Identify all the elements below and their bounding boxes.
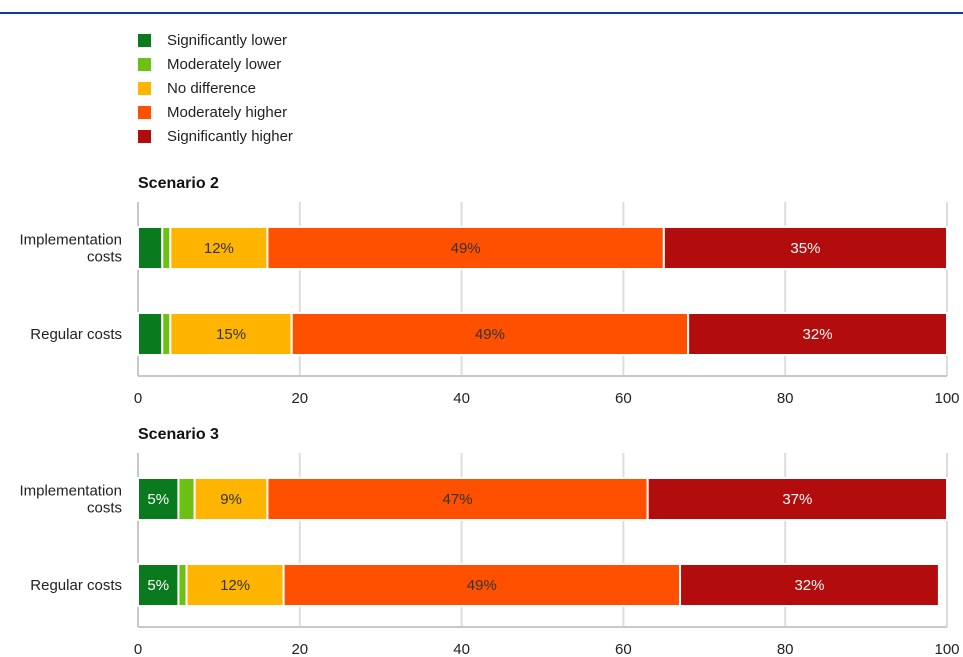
data-label: 12% — [204, 240, 234, 257]
legend-swatch — [138, 81, 151, 95]
data-label: 37% — [782, 491, 812, 508]
bar-segment-no-difference — [193, 477, 269, 521]
data-label: 15% — [216, 326, 246, 343]
x-tick-label: 100 — [934, 390, 959, 407]
category-label: Regular costs — [30, 326, 122, 343]
bar-segment-no-difference — [169, 312, 293, 356]
legend-item-moderately-lower: Moderately lower — [138, 52, 281, 76]
data-label: 32% — [794, 577, 824, 594]
bar-segment-moderately-lower — [177, 563, 188, 607]
category-label: costs — [87, 249, 122, 266]
bar-segment-significantly-higher — [662, 226, 948, 270]
bar-segment-no-difference — [185, 563, 285, 607]
x-tick-label: 0 — [134, 641, 142, 657]
x-tick-label: 20 — [291, 641, 308, 657]
legend-item-significantly-higher: Significantly higher — [138, 124, 293, 148]
chart-title-scenario-3: Scenario 3 — [138, 426, 219, 443]
x-tick-label: 40 — [453, 390, 470, 407]
x-tick-label: 80 — [777, 390, 794, 407]
category-label: costs — [87, 500, 122, 517]
data-label: 49% — [475, 326, 505, 343]
bar-segment-significantly-higher — [679, 563, 940, 607]
x-tick-label: 80 — [777, 641, 794, 657]
legend-label: Significantly lower — [167, 31, 288, 49]
bar-segment-significantly-higher — [646, 477, 948, 521]
top-rule — [0, 12, 963, 14]
data-label: 49% — [467, 577, 497, 594]
data-label: 5% — [147, 577, 169, 594]
bar-segment-significantly-lower — [137, 226, 164, 270]
x-tick-label: 40 — [453, 641, 470, 657]
category-label: Implementation — [19, 483, 122, 500]
data-label: 32% — [803, 326, 833, 343]
bar-segment-moderately-lower — [177, 477, 196, 521]
data-label: 12% — [220, 577, 250, 594]
bar-segment-moderately-lower — [161, 312, 172, 356]
data-label: 5% — [147, 491, 169, 508]
legend-swatch — [138, 57, 151, 71]
legend-item-moderately-higher: Moderately higher — [138, 100, 287, 124]
bar-segment-significantly-higher — [687, 312, 948, 356]
legend-label: Significantly higher — [167, 127, 293, 145]
data-label: 35% — [790, 240, 820, 257]
bar-segment-moderately-higher — [266, 226, 665, 270]
legend-item-significantly-lower: Significantly lower — [138, 28, 287, 52]
x-tick-label: 100 — [934, 641, 959, 657]
legend-swatch — [138, 105, 151, 119]
x-tick-label: 20 — [291, 390, 308, 407]
x-tick-label: 60 — [615, 390, 632, 407]
bar-segment-significantly-lower — [137, 563, 180, 607]
data-label: 49% — [451, 240, 481, 257]
x-tick-label: 0 — [134, 390, 142, 407]
legend-label: Moderately lower — [167, 55, 282, 73]
bar-segment-moderately-lower — [161, 226, 172, 270]
bar-segment-moderately-higher — [282, 563, 682, 607]
bar-segment-significantly-lower — [137, 312, 164, 356]
legend-label: Moderately higher — [167, 103, 288, 121]
x-tick-label: 60 — [615, 641, 632, 657]
data-label: 9% — [220, 491, 242, 508]
legend-item-no-difference: No difference — [138, 76, 256, 100]
chart-title-scenario-2: Scenario 2 — [138, 175, 219, 192]
bar-segment-no-difference — [169, 226, 269, 270]
legend-swatch — [138, 129, 151, 143]
category-label: Implementation — [19, 232, 122, 249]
category-label: Regular costs — [30, 577, 122, 594]
bar-segment-moderately-higher — [290, 312, 690, 356]
legend-swatch — [138, 33, 151, 47]
data-label: 47% — [443, 491, 473, 508]
legend-label: No difference — [167, 79, 256, 97]
